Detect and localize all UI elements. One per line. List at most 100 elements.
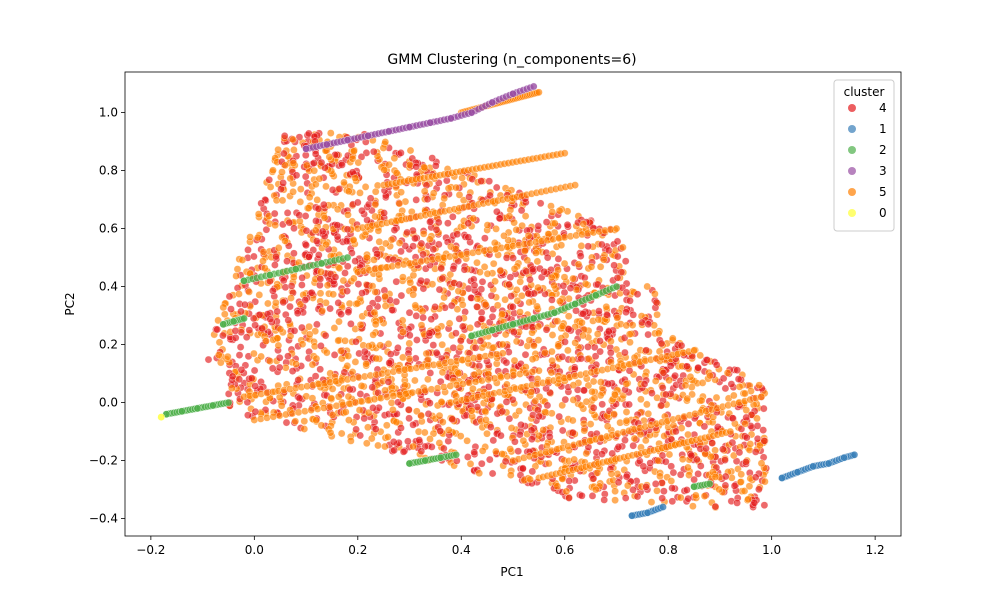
- data-point: [406, 146, 415, 155]
- data-point: [737, 470, 745, 479]
- data-point: [352, 337, 360, 346]
- data-point: [525, 298, 533, 307]
- data-point: [455, 315, 464, 323]
- data-point: [340, 178, 348, 187]
- data-point: [413, 336, 421, 344]
- data-point: [481, 234, 489, 242]
- data-point: [757, 459, 766, 468]
- x-tick-label: 0.0: [245, 543, 264, 557]
- legend-marker-2: [848, 146, 856, 154]
- data-point: [487, 292, 496, 300]
- data-point: [651, 480, 660, 488]
- data-point: [456, 343, 465, 352]
- data-point: [352, 425, 360, 434]
- data-point: [305, 322, 313, 331]
- data-point: [290, 249, 298, 258]
- data-point: [440, 194, 448, 203]
- data-point: [370, 308, 379, 317]
- data-point: [419, 284, 428, 293]
- data-point: [584, 242, 592, 251]
- data-point: [354, 280, 363, 288]
- data-point: [697, 396, 706, 405]
- data-point: [389, 392, 398, 400]
- data-point: [408, 388, 417, 397]
- data-point: [345, 399, 353, 408]
- data-point: [498, 349, 507, 358]
- data-point: [236, 343, 245, 351]
- data-point: [353, 299, 362, 308]
- data-point: [453, 230, 461, 238]
- y-tick-label: 0.4: [99, 280, 118, 294]
- data-point: [287, 282, 296, 290]
- data-point: [269, 166, 277, 175]
- data-point: [497, 431, 505, 440]
- data-point: [535, 412, 543, 421]
- data-point: [637, 395, 645, 404]
- x-axis-label: PC1: [500, 565, 523, 579]
- data-point: [569, 396, 578, 404]
- series-2-point: [529, 314, 538, 323]
- data-point: [625, 330, 634, 338]
- data-point: [323, 348, 331, 357]
- data-point: [466, 460, 475, 468]
- data-point: [434, 331, 443, 339]
- data-point: [473, 303, 481, 311]
- legend-label-3: 3: [879, 164, 887, 178]
- data-point: [268, 364, 277, 373]
- legend-title: cluster: [844, 85, 885, 99]
- data-point: [621, 257, 630, 265]
- data-point: [553, 317, 562, 325]
- y-tick-label: 1.0: [99, 106, 118, 120]
- data-point: [659, 369, 668, 377]
- data-point: [300, 425, 309, 433]
- data-point: [411, 234, 419, 243]
- series-3-point: [467, 108, 476, 117]
- data-point: [316, 365, 324, 374]
- data-point: [281, 283, 290, 292]
- data-point: [440, 293, 448, 302]
- data-point: [417, 411, 425, 420]
- data-point: [678, 455, 687, 463]
- data-point: [276, 325, 285, 334]
- data-point: [620, 334, 629, 342]
- data-point: [449, 264, 458, 273]
- data-point: [580, 419, 588, 428]
- data-point: [578, 492, 586, 500]
- data-point: [540, 268, 548, 276]
- data-point: [316, 275, 325, 283]
- data-point: [328, 385, 337, 393]
- data-point: [610, 410, 618, 418]
- data-point: [505, 414, 514, 423]
- data-point: [322, 240, 330, 249]
- data-point: [274, 145, 282, 154]
- legend-marker-1: [848, 125, 856, 133]
- data-point: [213, 325, 221, 334]
- data-point: [528, 467, 537, 476]
- data-point: [629, 311, 637, 319]
- data-point: [574, 260, 583, 269]
- legend: cluster 4 1 2 3 5 0: [833, 79, 895, 232]
- data-point: [522, 369, 530, 377]
- data-point: [482, 416, 490, 424]
- data-point: [390, 226, 399, 234]
- data-point: [735, 448, 744, 457]
- data-point: [313, 405, 322, 413]
- data-point: [481, 407, 490, 415]
- data-point: [589, 377, 598, 386]
- data-point: [272, 252, 280, 261]
- data-point: [711, 502, 720, 511]
- data-point: [621, 436, 629, 444]
- series-2-point: [224, 398, 233, 407]
- data-point: [519, 436, 528, 445]
- data-point: [351, 257, 359, 265]
- data-point: [521, 212, 530, 220]
- data-point: [292, 171, 301, 180]
- data-point: [397, 291, 406, 300]
- data-point: [571, 339, 579, 347]
- data-point: [510, 218, 518, 227]
- data-point: [461, 308, 469, 316]
- data-point: [594, 315, 603, 324]
- data-point: [530, 341, 538, 350]
- data-point: [692, 491, 700, 500]
- data-point: [534, 222, 543, 230]
